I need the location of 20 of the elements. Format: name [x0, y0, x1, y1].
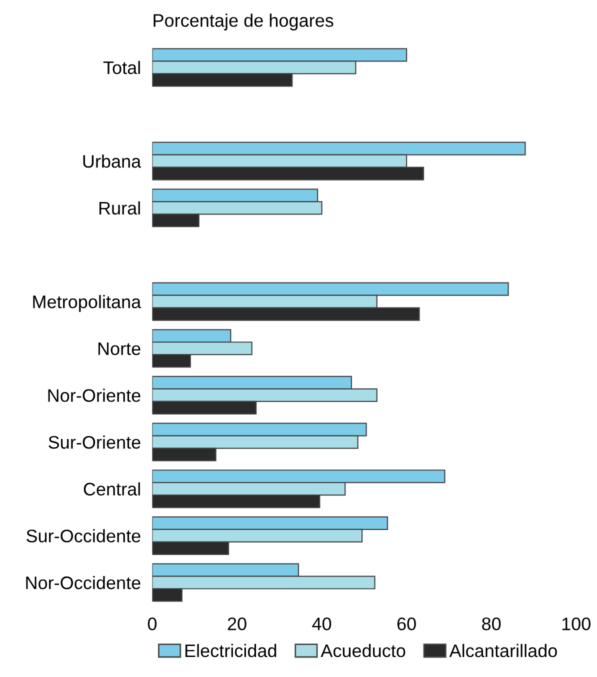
y-tick-label: Sur-Occidente	[26, 529, 140, 542]
x-tick-label: 40	[312, 618, 332, 630]
x-tick-label: 80	[482, 618, 501, 630]
y-tick-label: Metropolitana	[33, 295, 142, 312]
x-tick-label: 20	[228, 618, 246, 630]
y-tick-label: Nor-Occidente	[26, 576, 140, 590]
y-tick-label: Urbana	[83, 154, 142, 168]
legend-label: Alcantarillado	[449, 644, 557, 658]
legend-label: Acueducto	[320, 644, 406, 658]
y-tick-label: Central	[84, 482, 140, 496]
y-tick-label: Rural	[99, 201, 140, 215]
y-tick-label: Norte	[98, 342, 140, 356]
x-tick-label: 60	[397, 618, 416, 630]
y-tick-label: Sur-Oriente	[48, 435, 140, 449]
y-tick-label: Total	[103, 60, 140, 74]
chart-title: Porcentaje de hogares	[154, 14, 334, 30]
x-tick-label: 100	[562, 618, 590, 630]
x-tick-label: 0	[148, 618, 157, 630]
y-tick-label: Nor-Oriente	[48, 388, 140, 402]
legend-label: Electricidad	[185, 644, 276, 658]
